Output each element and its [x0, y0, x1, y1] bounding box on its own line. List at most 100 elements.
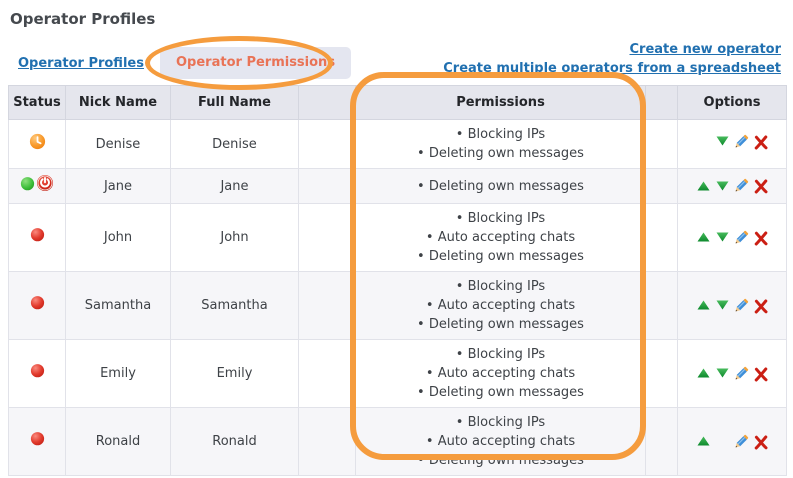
status-cell [8, 203, 66, 272]
status-cell [8, 271, 66, 340]
empty-option-slot [713, 431, 732, 451]
page-title: Operator Profiles [10, 10, 156, 28]
edit-button[interactable] [732, 176, 751, 196]
nick-name-cell: Samantha [65, 271, 171, 340]
delete-button[interactable] [751, 363, 770, 383]
status-offline-icon [30, 295, 45, 316]
nick-name-cell: John [65, 203, 171, 272]
spacer-cell [645, 119, 678, 169]
delete-button[interactable] [751, 131, 770, 151]
spacer-cell [298, 271, 356, 340]
move-down-button[interactable] [713, 176, 732, 196]
spacer-cell [298, 203, 356, 272]
permission-item: Auto accepting chats [360, 228, 641, 247]
spacer-cell [298, 119, 356, 169]
full-name-cell: Emily [170, 339, 299, 408]
permission-item: Blocking IPs [360, 125, 641, 144]
move-down-button[interactable] [713, 363, 732, 383]
full-name-cell: Ronald [170, 407, 299, 476]
permission-item: Deleting own messages [360, 315, 641, 334]
permission-item: Deleting own messages [360, 177, 641, 196]
permissions-cell: Blocking IPsDeleting own messages [355, 119, 646, 169]
permission-item: Blocking IPs [360, 209, 641, 228]
header-full-name: Full Name [170, 85, 299, 120]
full-name-cell: Denise [170, 119, 299, 169]
status-cell [8, 119, 66, 169]
status-online-icon [20, 176, 35, 197]
status-cell [8, 339, 66, 408]
logout-power-icon[interactable] [36, 174, 54, 198]
create-multiple-operators-link[interactable]: Create multiple operators from a spreads… [443, 61, 781, 76]
permissions-cell: Blocking IPsAuto accepting chatsDeleting… [355, 203, 646, 272]
operators-table: Status Nick Name Full Name Permissions O… [8, 85, 787, 476]
full-name-cell: Jane [170, 168, 299, 204]
options-cell [677, 203, 787, 272]
permission-item: Blocking IPs [360, 413, 641, 432]
nick-name-cell: Denise [65, 119, 171, 169]
permission-item: Blocking IPs [360, 345, 641, 364]
header-spacer [645, 85, 678, 120]
header-permissions: Permissions [355, 85, 646, 120]
spacer-cell [645, 339, 678, 408]
header-spacer [298, 85, 356, 120]
move-down-button[interactable] [713, 227, 732, 247]
options-cell [677, 119, 787, 169]
status-cell [8, 407, 66, 476]
permissions-cell: Blocking IPsAuto accepting chatsDeleting… [355, 271, 646, 340]
status-offline-icon [30, 227, 45, 248]
move-up-button[interactable] [694, 431, 713, 451]
move-down-button[interactable] [713, 295, 732, 315]
spacer-cell [645, 407, 678, 476]
options-cell [677, 407, 787, 476]
edit-button[interactable] [732, 431, 751, 451]
permission-item: Blocking IPs [360, 277, 641, 296]
permission-item: Auto accepting chats [360, 432, 641, 451]
move-up-button[interactable] [694, 176, 713, 196]
permission-item: Auto accepting chats [360, 296, 641, 315]
header-status: Status [8, 85, 66, 120]
permission-item: Deleting own messages [360, 451, 641, 470]
edit-button[interactable] [732, 363, 751, 383]
full-name-cell: John [170, 203, 299, 272]
spacer-cell [645, 203, 678, 272]
edit-button[interactable] [732, 131, 751, 151]
options-cell [677, 339, 787, 408]
status-offline-icon [30, 431, 45, 452]
move-up-button[interactable] [694, 295, 713, 315]
spacer-cell [298, 339, 356, 408]
move-down-button[interactable] [713, 131, 732, 151]
edit-button[interactable] [732, 227, 751, 247]
permission-item: Deleting own messages [360, 144, 641, 163]
move-up-button[interactable] [694, 363, 713, 383]
create-new-operator-link[interactable]: Create new operator [629, 42, 782, 57]
delete-button[interactable] [751, 227, 770, 247]
header-options: Options [677, 85, 787, 120]
tab-operator-profiles[interactable]: Operator Profiles [18, 56, 144, 71]
delete-button[interactable] [751, 431, 770, 451]
permission-item: Deleting own messages [360, 247, 641, 266]
delete-button[interactable] [751, 176, 770, 196]
permissions-cell: Blocking IPsAuto accepting chatsDeleting… [355, 407, 646, 476]
spacer-cell [645, 168, 678, 204]
permission-item: Auto accepting chats [360, 364, 641, 383]
status-away-clock-icon [29, 133, 46, 156]
permissions-cell: Blocking IPsAuto accepting chatsDeleting… [355, 339, 646, 408]
table-header-row: Status Nick Name Full Name Permissions O… [8, 85, 787, 120]
tab-operator-permissions[interactable]: Operator Permissions [160, 47, 352, 79]
spacer-cell [645, 271, 678, 340]
move-up-button[interactable] [694, 227, 713, 247]
header-nick-name: Nick Name [65, 85, 171, 120]
full-name-cell: Samantha [170, 271, 299, 340]
options-cell [677, 168, 787, 204]
delete-button[interactable] [751, 295, 770, 315]
edit-button[interactable] [732, 295, 751, 315]
nick-name-cell: Jane [65, 168, 171, 204]
options-cell [677, 271, 787, 340]
nick-name-cell: Ronald [65, 407, 171, 476]
